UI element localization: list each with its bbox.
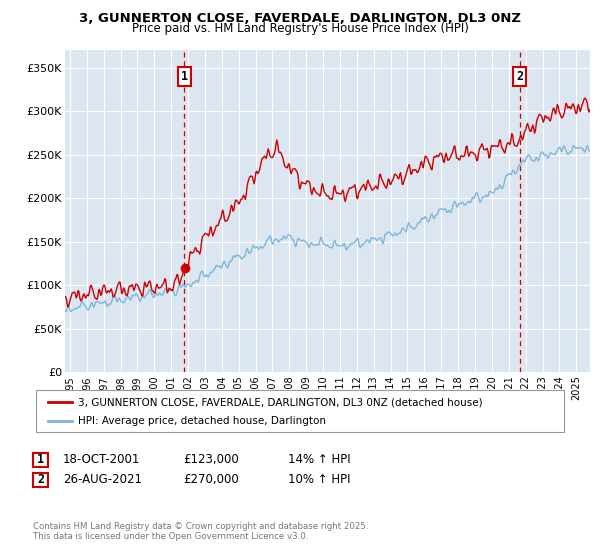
- Text: Contains HM Land Registry data © Crown copyright and database right 2025.
This d: Contains HM Land Registry data © Crown c…: [33, 522, 368, 542]
- Text: 14% ↑ HPI: 14% ↑ HPI: [288, 453, 350, 466]
- Text: 3, GUNNERTON CLOSE, FAVERDALE, DARLINGTON, DL3 0NZ: 3, GUNNERTON CLOSE, FAVERDALE, DARLINGTO…: [79, 12, 521, 25]
- Text: 3, GUNNERTON CLOSE, FAVERDALE, DARLINGTON, DL3 0NZ (detached house): 3, GUNNERTON CLOSE, FAVERDALE, DARLINGTO…: [78, 397, 482, 407]
- Text: 2: 2: [516, 70, 523, 83]
- Text: 1: 1: [37, 453, 44, 466]
- Text: 10% ↑ HPI: 10% ↑ HPI: [288, 473, 350, 486]
- Text: 26-AUG-2021: 26-AUG-2021: [63, 473, 142, 486]
- Text: Price paid vs. HM Land Registry's House Price Index (HPI): Price paid vs. HM Land Registry's House …: [131, 22, 469, 35]
- Text: 1: 1: [181, 70, 188, 83]
- Text: 2: 2: [37, 473, 44, 486]
- Text: £123,000: £123,000: [183, 453, 239, 466]
- Text: £270,000: £270,000: [183, 473, 239, 486]
- Text: HPI: Average price, detached house, Darlington: HPI: Average price, detached house, Darl…: [78, 416, 326, 426]
- Text: 18-OCT-2001: 18-OCT-2001: [63, 453, 140, 466]
